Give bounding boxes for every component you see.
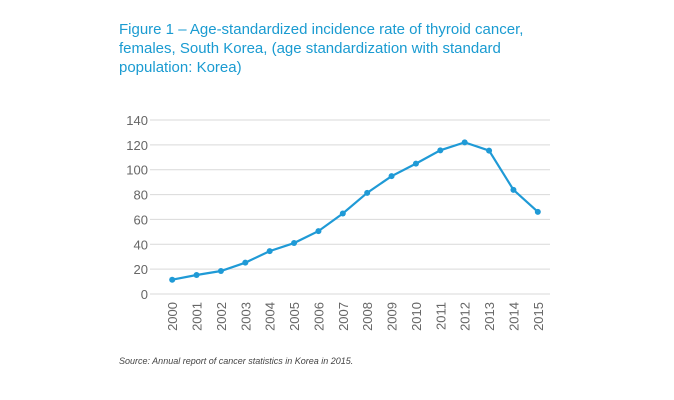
data-point bbox=[437, 147, 444, 154]
data-point bbox=[266, 248, 273, 255]
y-tick-label: 0 bbox=[141, 287, 148, 302]
x-tick-label: 2000 bbox=[165, 302, 180, 331]
data-point bbox=[461, 139, 468, 146]
x-tick-label: 2004 bbox=[263, 302, 278, 331]
x-tick-label: 2006 bbox=[311, 302, 326, 331]
data-point bbox=[291, 240, 298, 247]
data-point bbox=[510, 186, 517, 193]
x-tick-label: 2005 bbox=[287, 302, 302, 331]
x-tick-label: 2003 bbox=[238, 302, 253, 331]
data-point bbox=[217, 268, 224, 275]
y-tick-label: 60 bbox=[134, 212, 148, 227]
data-point bbox=[169, 276, 176, 283]
x-tick-label: 2015 bbox=[531, 302, 546, 331]
y-tick-label: 20 bbox=[134, 262, 148, 277]
data-point bbox=[364, 189, 371, 196]
y-tick-label: 100 bbox=[126, 163, 148, 178]
data-point bbox=[339, 210, 346, 217]
x-tick-label: 2008 bbox=[360, 302, 375, 331]
data-point bbox=[242, 259, 249, 266]
data-point bbox=[193, 271, 200, 278]
y-tick-label: 120 bbox=[126, 138, 148, 153]
x-tick-label: 2001 bbox=[190, 302, 205, 331]
series-line bbox=[171, 141, 539, 281]
chart-title: Figure 1 – Age-standardized incidence ra… bbox=[119, 21, 524, 76]
x-tick-label: 2010 bbox=[409, 302, 424, 331]
data-point bbox=[534, 208, 541, 215]
x-tick-label: 2009 bbox=[385, 302, 400, 331]
x-tick-label: 2002 bbox=[214, 302, 229, 331]
source-note: Source: Annual report of cancer statisti… bbox=[119, 356, 354, 366]
x-tick-label: 2007 bbox=[336, 302, 351, 331]
data-point bbox=[486, 147, 493, 154]
x-tick-label: 2012 bbox=[458, 302, 473, 331]
x-tick-label: 2014 bbox=[506, 302, 521, 331]
y-tick-label: 40 bbox=[134, 237, 148, 252]
data-point bbox=[315, 228, 322, 235]
x-tick-label: 2011 bbox=[433, 302, 448, 330]
data-point bbox=[388, 173, 395, 180]
x-tick-label: 2013 bbox=[482, 302, 497, 331]
y-tick-label: 80 bbox=[134, 188, 148, 203]
y-tick-label: 140 bbox=[126, 113, 148, 128]
data-point bbox=[412, 160, 419, 167]
